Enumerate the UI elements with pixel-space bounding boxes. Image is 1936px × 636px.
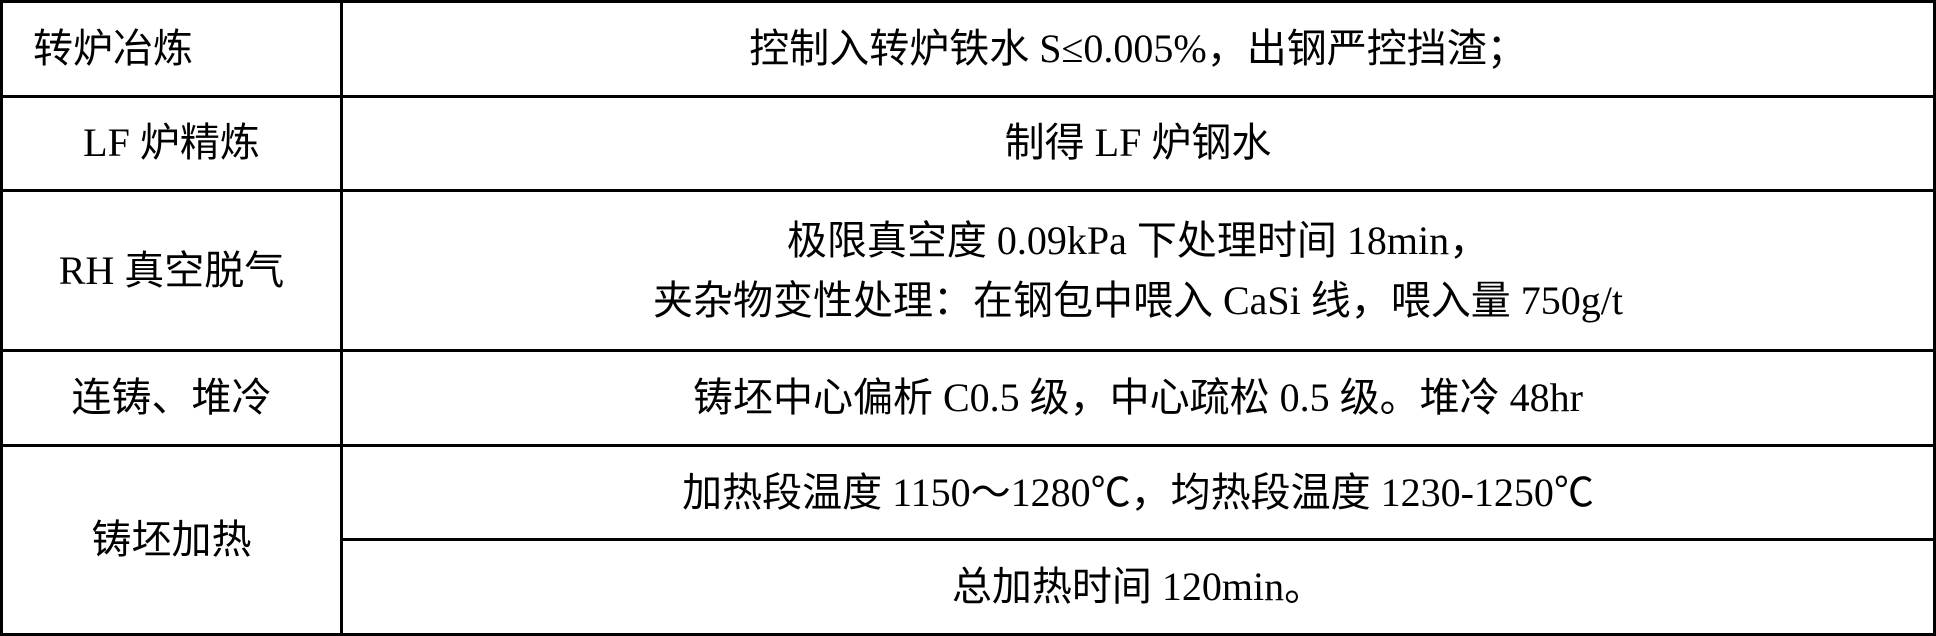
table-row: 铸坯加热 加热段温度 1150～1280℃，均热段温度 1230-1250℃	[2, 445, 1935, 540]
table-row: 连铸、堆冷 铸坯中心偏析 C0.5 级，中心疏松 0.5 级。堆冷 48hr	[2, 351, 1935, 446]
cell-process-name: 连铸、堆冷	[2, 351, 342, 446]
cell-process-desc: 极限真空度 0.09kPa 下处理时间 18min，夹杂物变性处理：在钢包中喂入…	[342, 191, 1935, 351]
cell-process-name: LF 炉精炼	[2, 96, 342, 191]
table-row: 转炉冶炼 控制入转炉铁水 S≤0.005%，出钢严控挡渣；	[2, 2, 1935, 97]
cell-process-desc: 总加热时间 120min。	[342, 540, 1935, 635]
cell-process-desc: 加热段温度 1150～1280℃，均热段温度 1230-1250℃	[342, 445, 1935, 540]
process-table: 转炉冶炼 控制入转炉铁水 S≤0.005%，出钢严控挡渣； LF 炉精炼 制得 …	[0, 0, 1936, 636]
cell-process-desc: 铸坯中心偏析 C0.5 级，中心疏松 0.5 级。堆冷 48hr	[342, 351, 1935, 446]
cell-process-desc: 制得 LF 炉钢水	[342, 96, 1935, 191]
cell-process-name: 转炉冶炼	[2, 2, 342, 97]
cell-process-desc: 控制入转炉铁水 S≤0.005%，出钢严控挡渣；	[342, 2, 1935, 97]
process-table-container: 转炉冶炼 控制入转炉铁水 S≤0.005%，出钢严控挡渣； LF 炉精炼 制得 …	[0, 0, 1936, 636]
cell-process-name: 铸坯加热	[2, 445, 342, 634]
cell-process-name: RH 真空脱气	[2, 191, 342, 351]
table-row: LF 炉精炼 制得 LF 炉钢水	[2, 96, 1935, 191]
table-row: RH 真空脱气 极限真空度 0.09kPa 下处理时间 18min，夹杂物变性处…	[2, 191, 1935, 351]
